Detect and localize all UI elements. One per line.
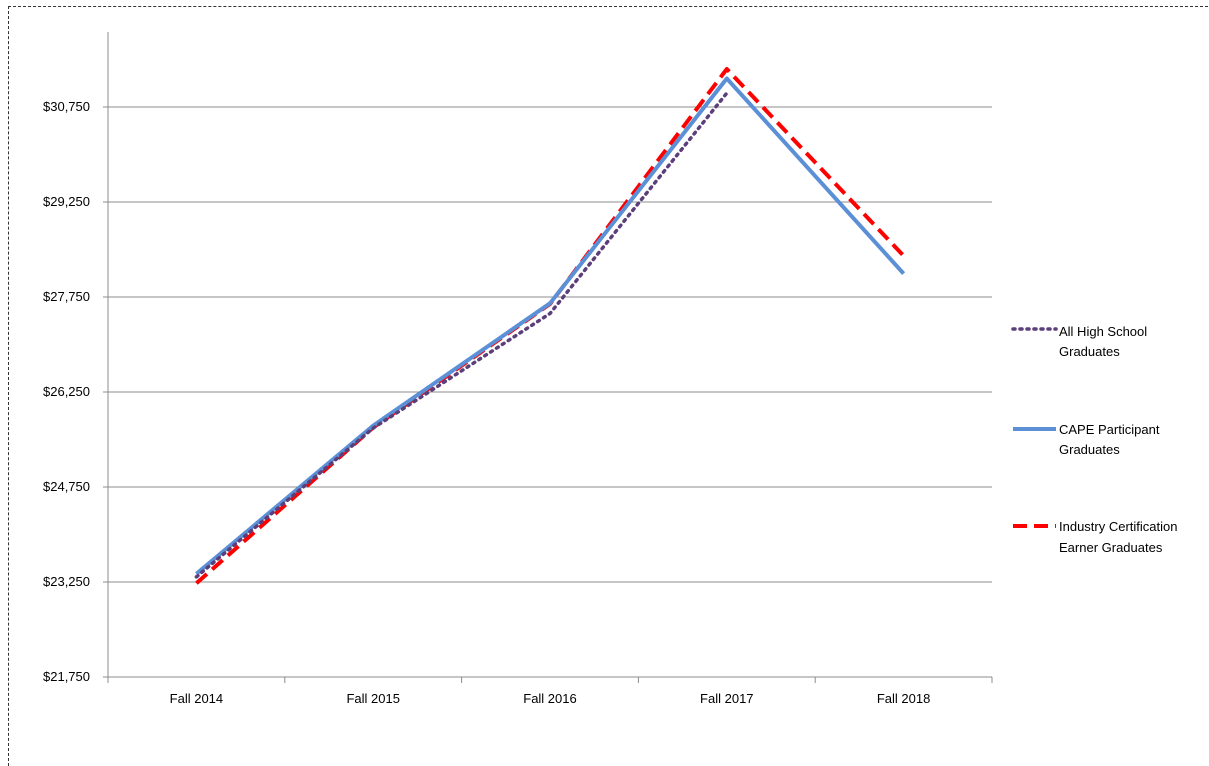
legend-label-line1: All High School xyxy=(1059,324,1147,339)
y-tick-label: $21,750 xyxy=(43,669,90,684)
y-tick-label: $30,750 xyxy=(43,99,90,114)
legend-label-line2: Earner Graduates xyxy=(1059,540,1163,555)
x-tick-labels: Fall 2014 Fall 2015 Fall 2016 Fall 2017 Fall… xyxy=(170,691,931,706)
gridlines xyxy=(108,106,992,583)
legend-label-line1: Industry Certification xyxy=(1059,519,1178,534)
series-line-cape-participant-graduates xyxy=(195,76,906,576)
legend-label-line1: CAPE Participant xyxy=(1059,422,1160,437)
series-line-industry-certification-earner-graduates xyxy=(195,67,906,585)
legend: All High School Graduates CAPE Participa… xyxy=(1011,324,1178,555)
legend-item-cape-participant-graduates: CAPE Participant Graduates xyxy=(1013,422,1160,457)
series-lines xyxy=(194,67,906,585)
y-tick-label: $29,250 xyxy=(43,194,90,209)
x-tick-label: Fall 2018 xyxy=(877,691,930,706)
x-tick-label: Fall 2014 xyxy=(170,691,223,706)
x-tick-label: Fall 2015 xyxy=(346,691,399,706)
y-tick-label: $23,250 xyxy=(43,574,90,589)
axes xyxy=(103,32,993,683)
legend-item-all-high-school-graduates: All High School Graduates xyxy=(1011,324,1147,359)
chart-frame xyxy=(8,6,1208,766)
legend-item-industry-certification-earner-graduates: Industry Certification Earner Graduates xyxy=(1013,519,1178,555)
x-tick-label: Fall 2016 xyxy=(523,691,576,706)
series-line-all-high-school-graduates xyxy=(194,91,729,579)
y-tick-label: $24,750 xyxy=(43,479,90,494)
legend-label-line2: Graduates xyxy=(1059,442,1120,457)
y-tick-label: $27,750 xyxy=(43,289,90,304)
legend-label-line2: Graduates xyxy=(1059,344,1120,359)
x-tick-label: Fall 2017 xyxy=(700,691,753,706)
y-tick-label: $26,250 xyxy=(43,384,90,399)
y-tick-labels: $21,750 $23,250 $24,750 $26,250 $27,750 $29,2… xyxy=(43,99,90,684)
